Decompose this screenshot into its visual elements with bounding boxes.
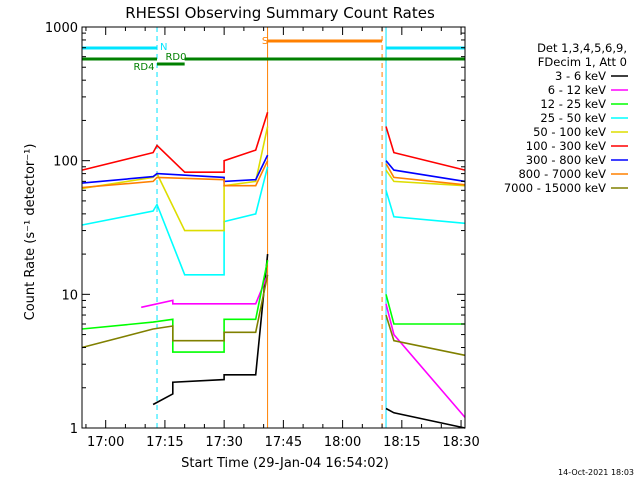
x-tick-label-6: 18:30 [442,435,479,450]
x-tick-label-5: 18:15 [383,435,420,450]
series-line-8-1 [385,314,466,357]
flag-label-rd4: RD4 [133,62,154,73]
series-line-6-0 [81,154,269,184]
series-line-6-1 [385,160,466,183]
series-line-4-1 [385,169,466,187]
y-tick-label-3: 1000 [45,21,78,36]
series-line-1-0 [141,274,269,309]
series-line-7-1 [385,163,466,186]
legend-label-2: 12 - 25 keV [540,97,606,111]
series-line-1-1 [385,303,466,418]
x-tick-label-2: 17:30 [205,435,242,450]
flag-label-rd0: RD0 [165,52,186,63]
series-line-0-0 [152,254,269,406]
plot-frame [81,26,466,429]
legend-label-7: 800 - 7000 keV [518,167,606,181]
flag-label-n: N [160,42,167,53]
legend-label-3: 25 - 50 keV [540,111,606,125]
x-tick-label-4: 18:00 [324,435,361,450]
legend-header-line-1: Det 1,3,4,5,6,9, [537,41,627,55]
y-tick-label-1: 10 [61,288,78,303]
y-axis-ticks: 1 10 100 1000 [45,21,465,437]
legend-label-8: 7000 - 15000 keV [504,181,606,195]
y-tick-label-0: 1 [70,422,78,437]
series-line-2-1 [385,294,465,325]
series-line-2-0 [81,260,269,353]
x-axis-ticks: 17:00 17:15 17:30 17:45 18:00 18:15 18:30 [85,27,480,450]
x-tick-label-1: 17:15 [146,435,183,450]
legend-label-6: 300 - 800 keV [526,153,606,167]
legend-label-5: 100 - 300 keV [526,139,606,153]
series-line-3-1 [385,190,466,225]
series-line-5-1 [385,126,466,171]
series-line-7-0 [81,160,269,189]
legend-header-line-2: FDecim 1, Att 0 [538,55,627,69]
legend: Det 1,3,4,5,6,9, FDecim 1, Att 0 3 - 6 k… [504,41,628,195]
y-tick-label-2: 100 [53,155,78,170]
legend-label-0: 3 - 6 keV [555,69,606,83]
series-line-8-0 [81,274,269,349]
series-line-3-0 [81,166,269,276]
x-axis-label: Start Time (29-Jan-04 16:54:02) [181,456,389,471]
flag-label-s: S [262,36,268,47]
series-line-5-0 [81,112,269,173]
x-tick-label-0: 17:00 [87,435,124,450]
series-line-0-1 [385,407,466,429]
footer-date: 14-Oct-2021 18:03 [558,468,634,477]
legend-label-4: 50 - 100 keV [533,125,606,139]
legend-label-1: 6 - 12 keV [548,83,606,97]
chart-title: RHESSI Observing Summary Count Rates [125,4,435,22]
y-axis-label: Count Rate (s⁻¹ detector⁻¹) [23,144,38,321]
series-lines [81,112,466,429]
x-tick-label-3: 17:45 [265,435,302,450]
